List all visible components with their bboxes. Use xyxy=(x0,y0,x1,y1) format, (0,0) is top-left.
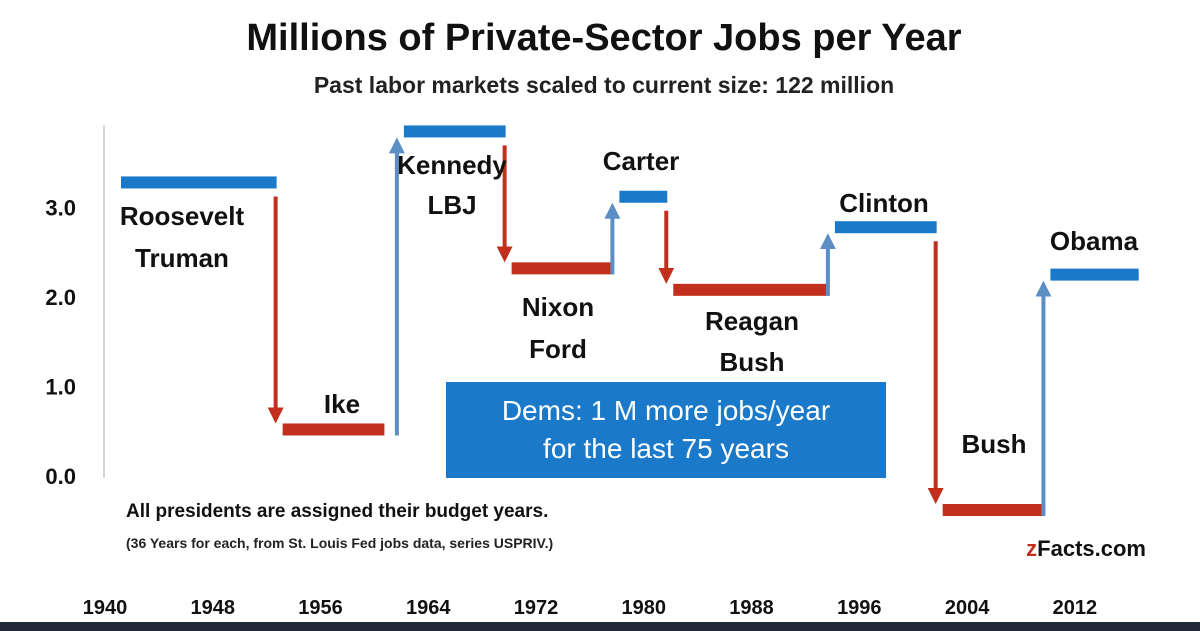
x-tick-label: 2012 xyxy=(1053,597,1098,619)
label-obama-1: Obama xyxy=(1050,226,1139,256)
label-bush-1: Bush xyxy=(962,429,1027,459)
x-tick-label: 1988 xyxy=(729,597,774,619)
callout-box xyxy=(446,382,886,478)
bar-obama xyxy=(1050,268,1139,281)
label-reagan-bush-2: Bush xyxy=(720,347,785,377)
y-tick-label: 2.0 xyxy=(45,285,76,310)
y-tick-label: 1.0 xyxy=(45,375,76,400)
note-line-1: All presidents are assigned their budget… xyxy=(126,501,548,522)
bar-ike xyxy=(282,423,385,436)
bar-clinton xyxy=(834,221,937,234)
bar-carter xyxy=(619,190,668,203)
chart-subtitle: Past labor markets scaled to current siz… xyxy=(314,72,894,98)
x-tick-label: 1980 xyxy=(622,597,667,619)
chart-title: Millions of Private-Sector Jobs per Year xyxy=(246,17,961,59)
source-label: zFacts.com xyxy=(1026,536,1146,561)
y-tick-label: 0.0 xyxy=(45,464,76,489)
label-nixon-ford-1: Nixon xyxy=(522,292,594,322)
label-clinton-1: Clinton xyxy=(839,188,929,218)
x-tick-label: 1956 xyxy=(298,597,343,619)
note-line-2: (36 Years for each, from St. Louis Fed j… xyxy=(126,535,553,551)
bar-roosevelt-truman xyxy=(121,176,277,189)
bar-reagan-bush xyxy=(673,283,829,296)
label-carter-1: Carter xyxy=(603,146,680,176)
label-roosevelt-truman-2: Truman xyxy=(135,243,229,273)
callout-line-2: for the last 75 years xyxy=(543,433,789,464)
callout-line-1: Dems: 1 M more jobs/year xyxy=(502,395,830,426)
label-roosevelt-truman-1: Roosevelt xyxy=(120,201,245,231)
x-tick-label: 2004 xyxy=(945,597,990,619)
y-tick-label: 3.0 xyxy=(45,196,76,221)
bottom-strip xyxy=(0,622,1200,631)
label-nixon-ford-2: Ford xyxy=(529,334,587,364)
x-tick-label: 1996 xyxy=(837,597,882,619)
x-tick-label: 1972 xyxy=(514,597,559,619)
bar-bush xyxy=(942,504,1045,517)
x-tick-label: 1948 xyxy=(191,597,236,619)
source-z: z xyxy=(1026,536,1037,561)
label-kennedy-lbj-2: LBJ xyxy=(427,190,476,220)
label-kennedy-lbj-1: Kennedy xyxy=(397,150,507,180)
source-rest: Facts.com xyxy=(1037,536,1146,561)
bar-kennedy-lbj xyxy=(403,125,506,138)
x-tick-label: 1964 xyxy=(406,597,451,619)
label-reagan-bush-1: Reagan xyxy=(705,306,799,336)
label-ike-1: Ike xyxy=(324,389,360,419)
x-tick-label: 1940 xyxy=(83,597,128,619)
bar-nixon-ford xyxy=(511,262,614,275)
